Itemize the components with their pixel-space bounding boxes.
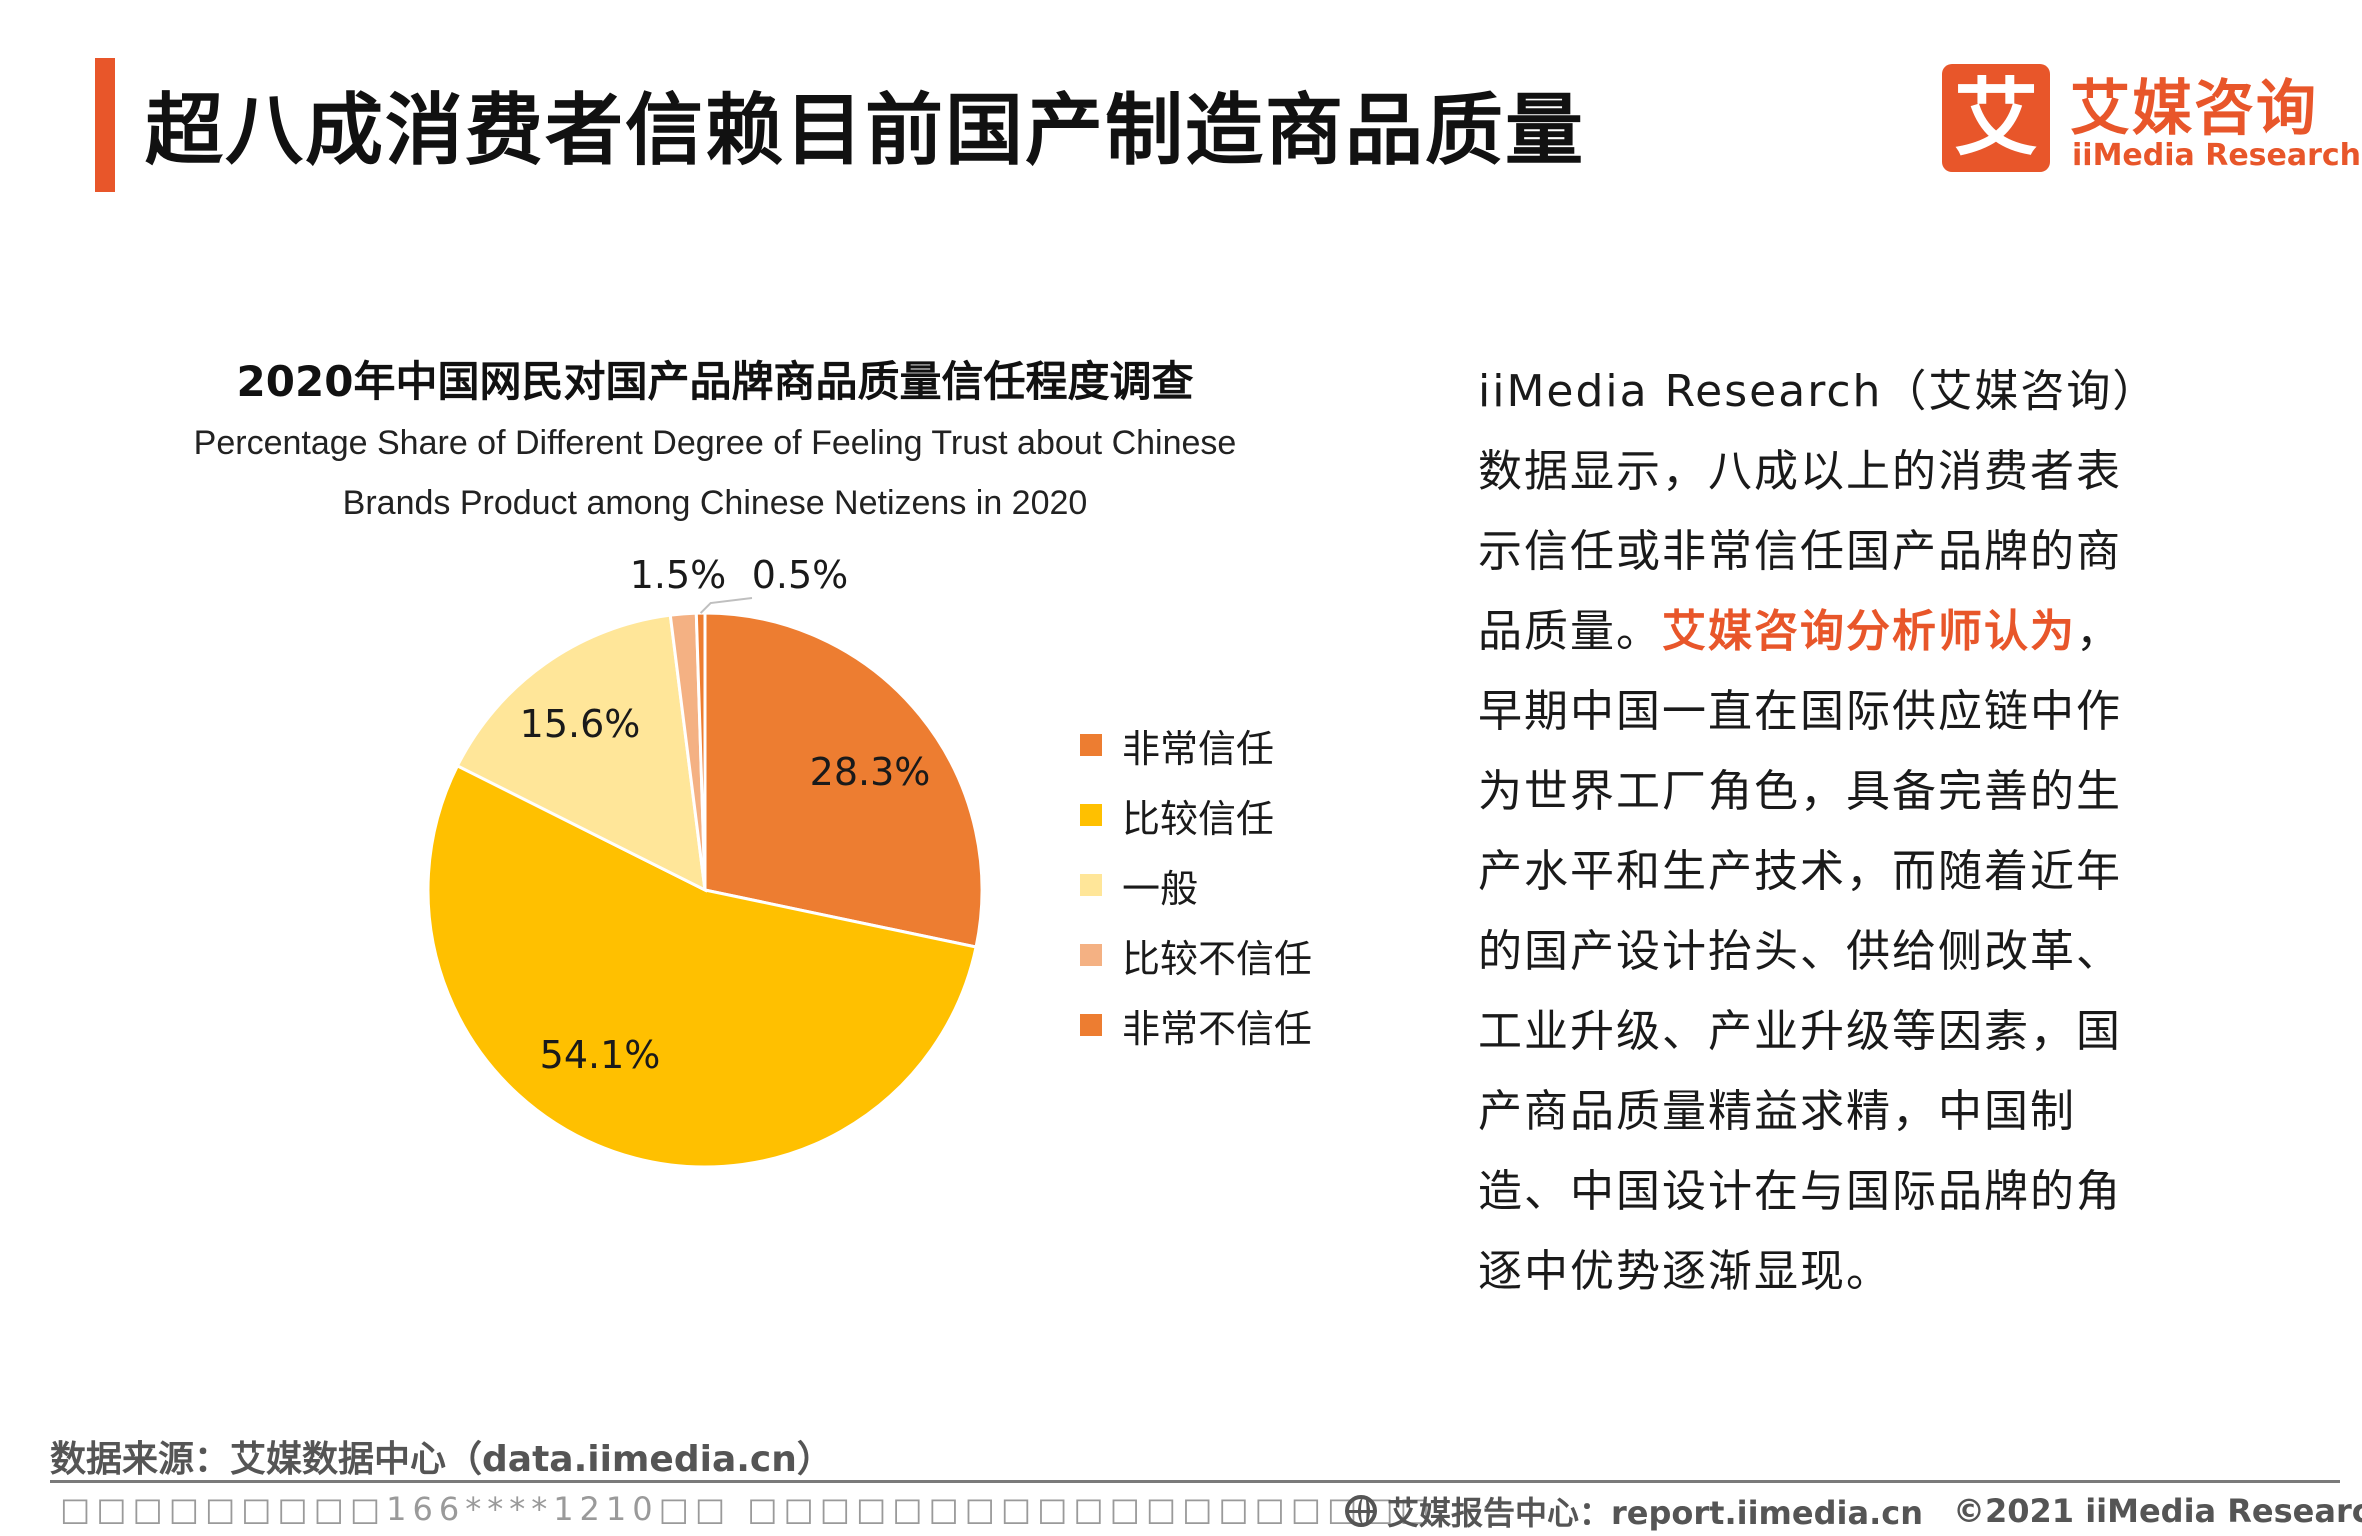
legend-item-1: 比较信任 [1080, 780, 1312, 850]
chart-subtitle-line1: Percentage Share of Different Degree of … [193, 424, 1237, 462]
analysis-text: iiMedia Research（艾媒咨询）数据显示，八成以上的消费者表示信任或… [1478, 352, 2158, 1312]
data-source: 数据来源：艾媒数据中心（data.iimedia.cn） [50, 1439, 833, 1480]
pie-slice-4 [694, 611, 707, 891]
legend-label-0: 非常信任 [1122, 726, 1275, 771]
analysis-text-p1: iiMedia Research（艾媒咨询）数据显示，八成以上的消费者表示信任或… [1478, 366, 2137, 657]
logo-text-cn: 艾媒咨询 [2070, 74, 2318, 144]
legend-label-1: 比较信任 [1122, 796, 1275, 841]
analysis-text-p2: ，早期中国一直在国际供应链中作为世界工厂角色，具备完善的生产水平和生产技术，而随… [1478, 606, 2122, 1297]
page-title: 超八成消费者信赖目前国产制造商品质量 [145, 86, 1586, 176]
leader-line-4 [699, 597, 753, 614]
data-label-0: 28.3% [810, 750, 931, 794]
footer-divider [50, 1480, 2340, 1483]
legend-swatch-0 [1080, 734, 1102, 756]
legend-swatch-1 [1080, 804, 1102, 826]
legend-item-2: 一般 [1080, 850, 1312, 920]
pie-slice-0 [703, 611, 984, 949]
legend-label-2: 一般 [1122, 866, 1199, 911]
legend-swatch-2 [1080, 874, 1102, 896]
brand-logo: 艾 艾媒咨询 iiMedia Research [1942, 64, 2361, 176]
pie-slice-2 [455, 613, 707, 893]
chart-subtitle-line2: Brands Product among Chinese Netizens in… [342, 484, 1088, 522]
copyright: ©2021 iiMedia Research Inc [1952, 1492, 2362, 1530]
pie-slice-1 [426, 763, 978, 1169]
logo-mark-icon: 艾 [1942, 64, 2050, 172]
legend-item-0: 非常信任 [1080, 710, 1312, 780]
chart-title: 2020年中国网民对国产品牌商品质量信任程度调查 [236, 357, 1194, 406]
analyst-highlight: 艾媒咨询分析师认为 [1662, 606, 2076, 657]
report-site-link[interactable]: 艾媒报告中心：report.iimedia.cn [1387, 1494, 1923, 1532]
chart-legend: 非常信任比较信任一般比较不信任非常不信任 [1080, 710, 1312, 1060]
data-label-3: 1.5% [630, 553, 727, 597]
data-label-4: 0.5% [752, 553, 849, 597]
legend-swatch-4 [1080, 1014, 1102, 1036]
globe-icon [1345, 1495, 1377, 1527]
legend-label-4: 非常不信任 [1122, 1006, 1313, 1051]
legend-item-3: 比较不信任 [1080, 920, 1312, 990]
legend-label-3: 比较不信任 [1122, 936, 1313, 981]
pie-slice-3 [668, 611, 707, 891]
footer-watermark: □□□□□□□□□166****1210□□ □□□□□□□□□□□□□□□□□… [60, 1490, 1436, 1528]
legend-item-4: 非常不信任 [1080, 990, 1312, 1060]
data-label-2: 15.6% [520, 702, 641, 746]
footer-right: 艾媒报告中心：report.iimedia.cn ©2021 iiMedia R… [1345, 1488, 2362, 1534]
data-label-1: 54.1% [540, 1033, 661, 1077]
logo-text-en: iiMedia Research [2072, 138, 2362, 173]
legend-swatch-3 [1080, 944, 1102, 966]
title-accent-bar [95, 58, 115, 192]
